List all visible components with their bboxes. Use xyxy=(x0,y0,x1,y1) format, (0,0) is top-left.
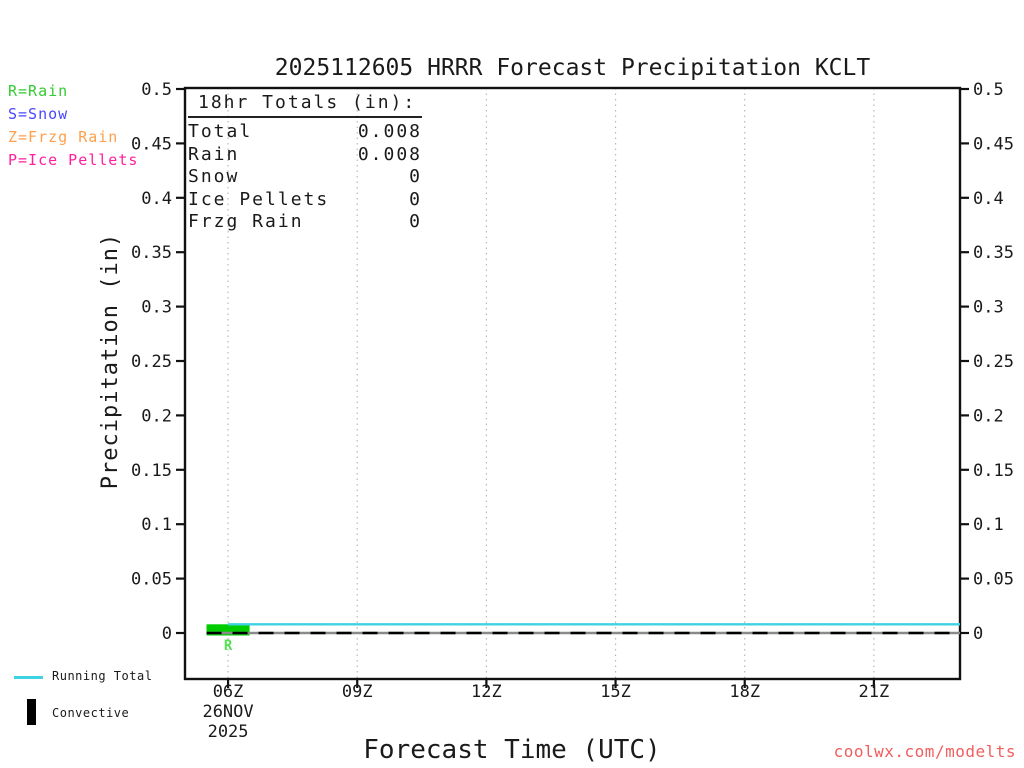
x-tick-label: 15Z xyxy=(600,682,631,702)
y-tick-label-left: 0.1 xyxy=(141,515,172,535)
watermark-link: coolwx.com/modelts xyxy=(833,742,1016,761)
y-tick-label-right: 0.45 xyxy=(973,134,1014,154)
x-tick-label: 21Z xyxy=(859,682,890,702)
y-tick-label-left: 0.05 xyxy=(131,570,172,590)
totals-box: 18hr Totals (in): Total 0.008 Rain 0.008… xyxy=(188,92,422,234)
y-tick-label-left: 0.5 xyxy=(141,80,172,100)
y-tick-label-left: 0.4 xyxy=(141,189,172,209)
y-tick-label-right: 0.4 xyxy=(973,189,1004,209)
y-tick-label-left: 0.25 xyxy=(131,352,172,372)
legend-item-frzg-rain: Z=Frzg Rain xyxy=(8,128,119,146)
totals-value: 0.008 xyxy=(357,143,422,165)
totals-value: 0 xyxy=(409,211,422,232)
y-tick-label-right: 0.1 xyxy=(973,515,1004,535)
precip-type-legend: R=Rain S=Snow Z=Frzg Rain P=Ice Pellets xyxy=(8,80,138,172)
running-total-line-swatch xyxy=(14,676,43,679)
totals-value: 0 xyxy=(409,166,422,187)
y-tick-label-right: 0.3 xyxy=(973,298,1004,318)
x-tick-sublabel: 2025 xyxy=(208,722,249,742)
running-total-legend-label: Running Total xyxy=(52,669,153,683)
convective-legend-label: Convective xyxy=(52,706,130,720)
totals-label: Rain xyxy=(188,143,240,165)
totals-value: 0.008 xyxy=(357,121,422,142)
totals-rows: Total 0.008 Rain 0.008 Snow 0 Ice Pellet… xyxy=(188,121,422,234)
y-tick-label-right: 0.2 xyxy=(973,406,1004,426)
y-tick-label-left: 0.45 xyxy=(131,134,172,154)
y-tick-label-left: 0.15 xyxy=(131,461,172,481)
y-tick-label-left: 0.35 xyxy=(131,243,172,263)
legend-item-ice-pellets: P=Ice Pellets xyxy=(8,151,139,169)
y-tick-label-right: 0.15 xyxy=(973,461,1014,481)
totals-row-rain: Rain 0.008 xyxy=(188,144,422,167)
totals-row-frzg-rain: Frzg Rain 0 xyxy=(188,211,422,234)
totals-label: Total xyxy=(188,121,253,142)
totals-row-snow: Snow 0 xyxy=(188,166,422,189)
chart-title: 2025112605 HRRR Forecast Precipitation K… xyxy=(274,55,871,81)
x-tick-sublabel: 26NOV xyxy=(202,702,253,722)
convective-bar-swatch xyxy=(27,699,36,725)
totals-row-total: Total 0.008 xyxy=(188,121,422,144)
x-tick-label: 12Z xyxy=(471,682,502,702)
plot-border xyxy=(183,86,962,681)
precip-bar-rain xyxy=(206,624,250,636)
legend-item-snow: S=Snow xyxy=(8,105,69,123)
totals-heading: 18hr Totals (in): xyxy=(188,92,422,118)
totals-label: Snow xyxy=(188,166,240,187)
y-tick-label-left: 0.2 xyxy=(141,406,172,426)
totals-label: Ice Pellets xyxy=(188,188,330,210)
bar-annotation-R: R xyxy=(224,638,233,654)
y-tick-label-right: 0 xyxy=(973,624,983,644)
totals-value: 0 xyxy=(409,188,422,210)
y-tick-label-right: 0.05 xyxy=(973,570,1014,590)
x-axis-title: Forecast Time (UTC) xyxy=(363,735,661,765)
y-tick-label-right: 0.25 xyxy=(973,352,1014,372)
y-tick-label-right: 0.35 xyxy=(973,243,1014,263)
legend-item-rain: R=Rain xyxy=(8,82,69,100)
totals-row-ice-pellets: Ice Pellets 0 xyxy=(188,189,422,212)
y-tick-label-right: 0.5 xyxy=(973,80,1004,100)
x-tick-label: 06Z xyxy=(213,682,244,702)
y-axis-title: Precipitation (in) xyxy=(98,232,123,490)
y-tick-label-left: 0.3 xyxy=(141,298,172,318)
y-tick-label-left: 0 xyxy=(162,624,172,644)
totals-label: Frzg Rain xyxy=(188,211,304,232)
x-tick-label: 18Z xyxy=(729,682,760,702)
x-tick-label: 09Z xyxy=(342,682,373,702)
